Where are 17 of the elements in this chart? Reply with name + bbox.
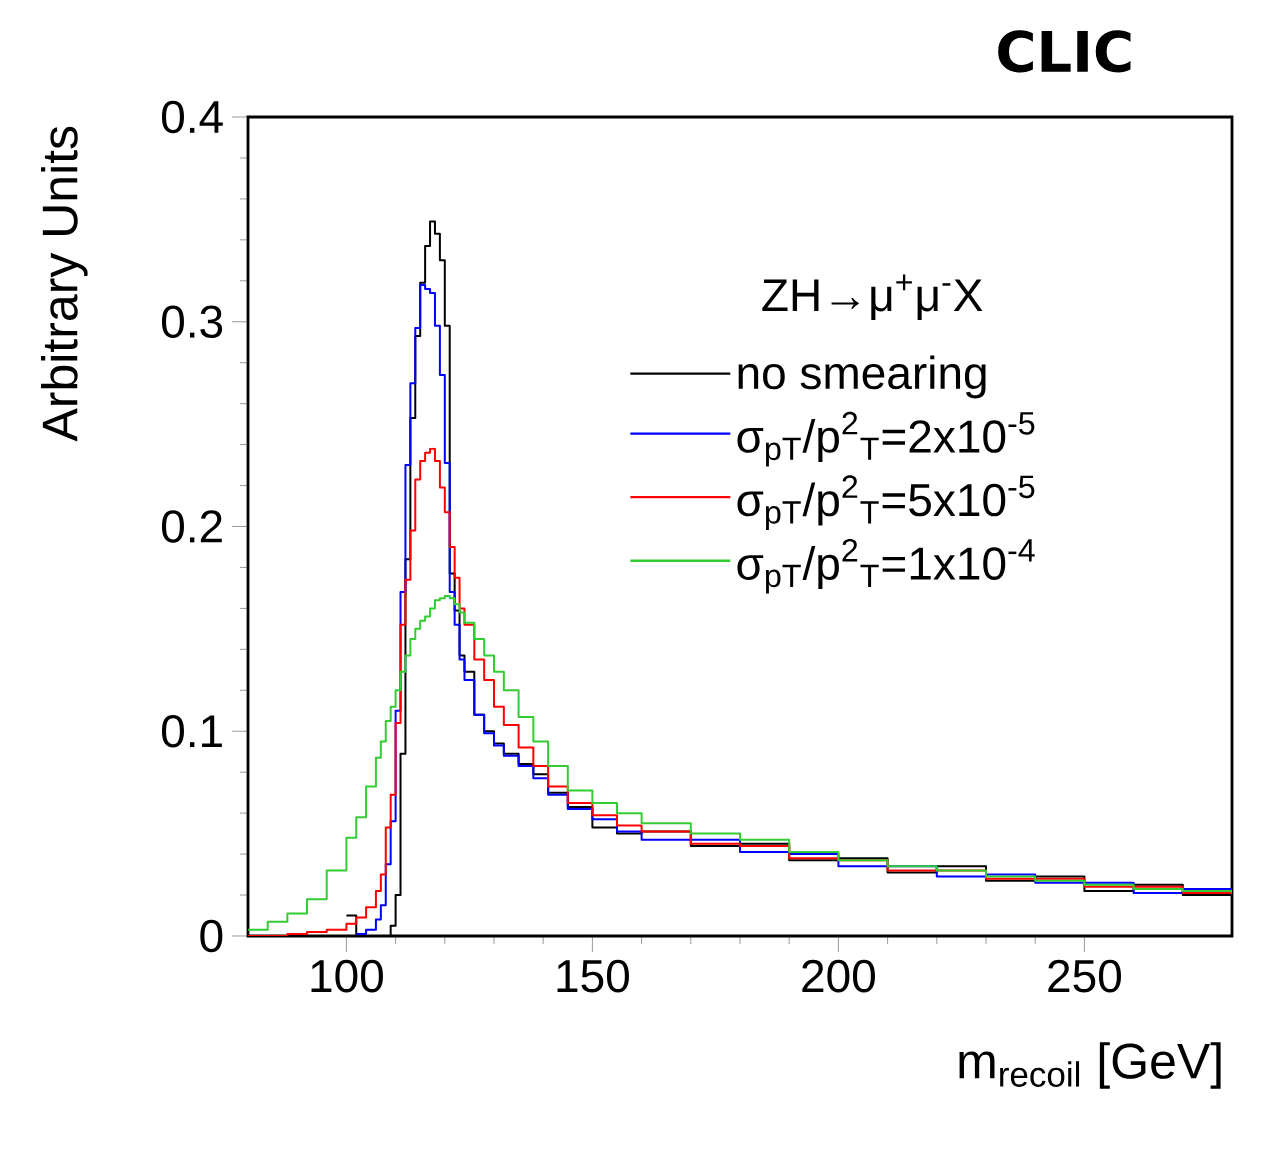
legend-title: ZH→μ$^{+}$μ$^{-}$X	[762, 274, 983, 320]
x-tick-label: 150	[557, 959, 629, 993]
y-axis-title: Arbitrary Units	[41, 126, 88, 442]
x-axis-title: m$_{recoil}$ [GeV]	[959, 1042, 1221, 1089]
y-tick-label: 0	[200, 919, 223, 953]
x-tick-label: 200	[802, 959, 875, 993]
chart-title: CLIC	[998, 30, 1131, 73]
y-tick-label: 0.3	[161, 305, 223, 339]
legend-label: σ$_{pT}$/p$^{2}$$_{T}$=1x10$^{-4}$	[737, 538, 1035, 594]
x-tick-label: 250	[1048, 959, 1121, 993]
y-tick-label: 0.1	[161, 714, 222, 748]
y-tick-label: 0.4	[161, 100, 223, 134]
legend-label: σ$_{pT}$/p$^{2}$$_{T}$=2x10$^{-5}$	[737, 411, 1035, 467]
x-tick-label: 100	[311, 959, 383, 993]
legend-label: σ$_{pT}$/p$^{2}$$_{T}$=5x10$^{-5}$	[737, 475, 1035, 531]
legend-label: no smearing	[738, 355, 986, 399]
y-tick-label: 0.2	[161, 510, 222, 543]
